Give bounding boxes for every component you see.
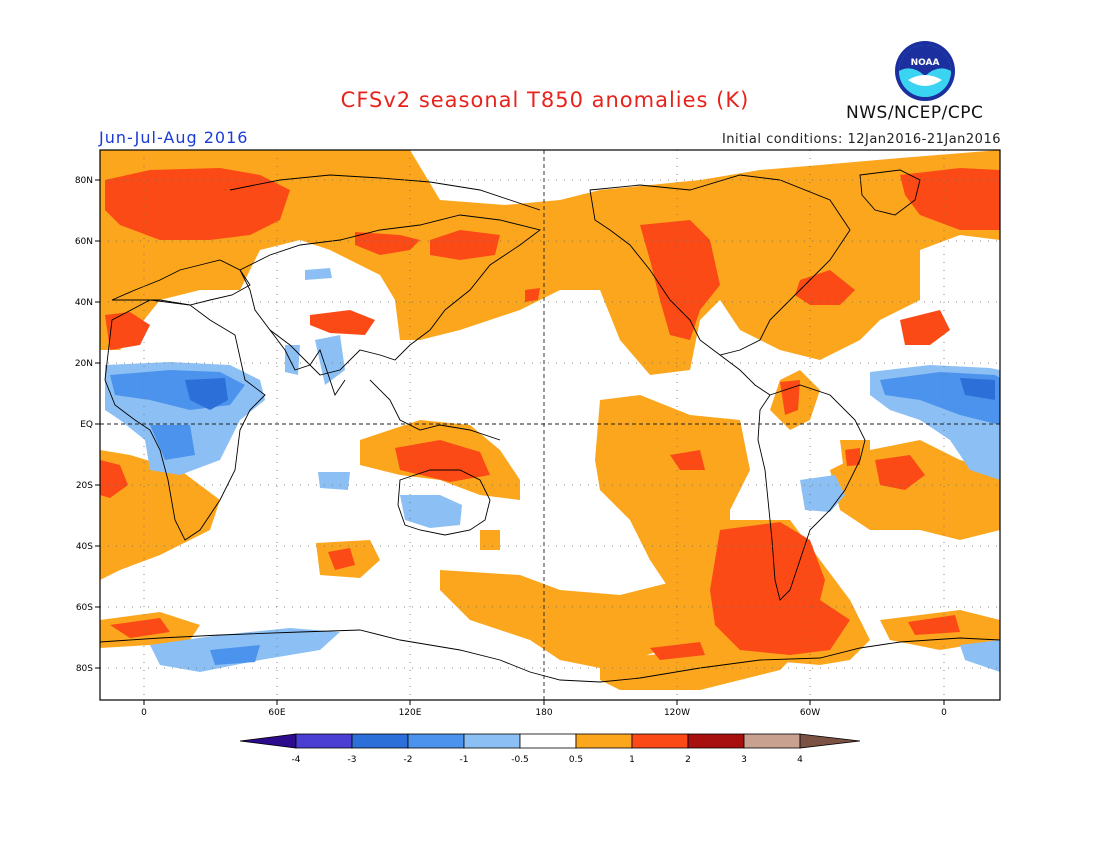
colorbar-label: 3 [741,755,747,765]
longitude-labels: 0 60E 120E 180 120W 60W 0 [141,708,947,718]
colorbar-segment-7 [631,733,689,749]
map-frame [99,149,1001,701]
lat-label-20n: 20N [75,359,93,369]
lon-label-60w: 60W [800,708,820,718]
lat-label-eq: EQ [80,420,93,430]
colorbar-segment-3 [407,733,465,749]
colorbar-label: -0.5 [511,755,529,765]
lon-label-60e: 60E [268,708,285,718]
colorbar-segment-5 [519,733,577,749]
colorbar-label: 1 [629,755,635,765]
colorbar-segment-0 [239,733,297,749]
initial-conditions-label: Initial conditions: 12Jan2016-21Jan2016 [721,132,1001,147]
axis-ticks [95,179,945,705]
lon-label-0-right: 0 [941,708,947,718]
colorbar-labels: -4 -3 -2 -1 -0.5 0.5 1 2 3 4 [292,755,804,765]
lat-label-60s: 60S [76,603,93,613]
colorbar-segment-10 [799,733,861,749]
lon-label-180: 180 [535,708,552,718]
colorbar-label: -1 [460,755,469,765]
colorbar-label: 0.5 [569,755,583,765]
colorbar-segment-9 [743,733,801,749]
coastlines [100,169,1000,683]
colorbar-segment-4 [463,733,521,749]
lat-label-80n: 80N [75,176,93,186]
reference-lines [100,150,1000,700]
latitude-labels: 80N 60N 40N 20N EQ 20S 40S 60S 80S [75,176,93,674]
colorbar-label: -4 [292,755,301,765]
colorbar-label: -2 [404,755,413,765]
colorbar-label: 2 [685,755,691,765]
colorbar-segment-1 [295,733,353,749]
lat-label-80s: 80S [76,664,93,674]
season-label: Jun-Jul-Aug 2016 [99,128,249,147]
lat-label-20s: 20S [76,481,93,491]
logo-text: NOAA [911,58,940,68]
cool-anomaly-2-3 [185,378,995,410]
lon-label-120w: 120W [664,708,690,718]
lon-label-0: 0 [141,708,147,718]
colorbar-segment-8 [687,733,745,749]
colorbar-label: 4 [797,755,803,765]
lon-label-120e: 120E [399,708,422,718]
colorbar-label: -3 [348,755,357,765]
colorbar [239,733,861,749]
colorbar-segment-6 [575,733,633,749]
noaa-logo: NOAA [894,40,956,102]
anomaly-fields [100,150,1000,700]
lat-label-40n: 40N [75,298,93,308]
chart-title: CFSv2 seasonal T850 anomalies (K) [340,88,750,112]
lat-label-60n: 60N [75,237,93,247]
organization-label: NWS/NCEP/CPC [846,103,984,123]
warm-anomaly-1-2 [100,168,1000,660]
lat-label-40s: 40S [76,542,93,552]
colorbar-segment-2 [351,733,409,749]
